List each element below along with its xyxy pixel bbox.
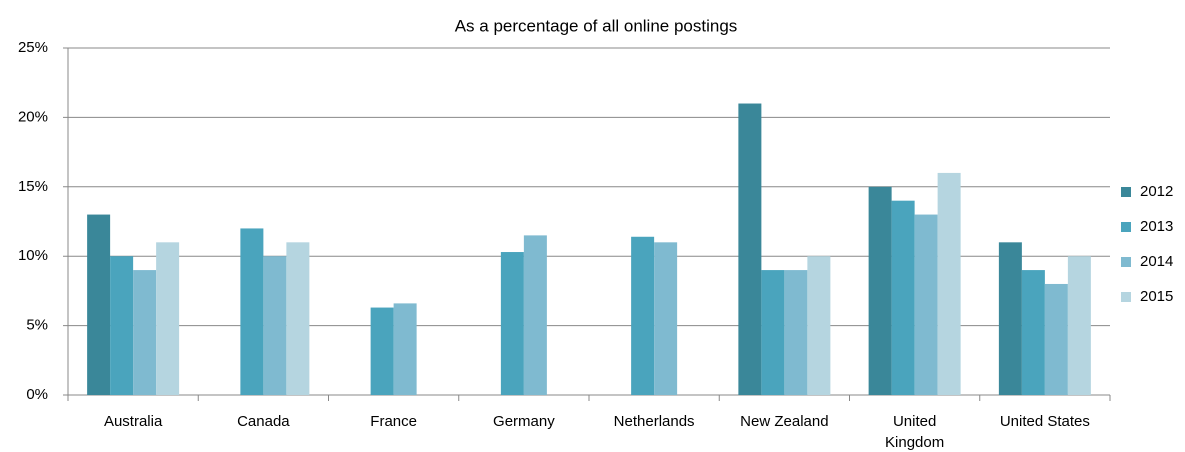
y-tick-label: 20%: [18, 108, 48, 125]
legend-label: 2015: [1140, 288, 1173, 305]
legend-swatch: [1121, 292, 1131, 302]
x-tick-label: United States: [999, 413, 1090, 430]
bar: [891, 200, 915, 395]
y-tick-label: 15%: [18, 178, 48, 195]
bar: [807, 256, 831, 395]
x-tick-label: Netherlands: [613, 413, 695, 430]
bar: [87, 214, 111, 395]
bar: [738, 103, 762, 396]
bar: [240, 228, 264, 395]
legend-swatch: [1121, 257, 1131, 267]
bar: [1067, 256, 1091, 395]
legend-label: 2013: [1140, 218, 1173, 235]
y-tick-label: 10%: [18, 247, 48, 264]
x-tick-label: Australia: [103, 413, 163, 430]
bar: [998, 242, 1022, 395]
bar: [133, 270, 157, 395]
bar: [1044, 283, 1068, 395]
y-tick-label: 5%: [26, 317, 48, 334]
bar: [286, 242, 310, 395]
bar: [937, 172, 961, 395]
legend-swatch: [1121, 222, 1131, 232]
bar: [393, 303, 417, 395]
bar: [156, 242, 180, 395]
bar: [631, 236, 655, 395]
legend-label: 2014: [1140, 253, 1173, 270]
x-tick-label: France: [370, 413, 417, 430]
bar: [784, 270, 808, 395]
bar: [1021, 270, 1045, 395]
bar: [370, 307, 394, 395]
bar: [500, 252, 524, 395]
bar: [761, 270, 785, 395]
y-tick-label: 25%: [18, 39, 48, 56]
chart-title: As a percentage of all online postings: [455, 16, 738, 35]
bar: [868, 186, 892, 395]
x-tick-label: United Kingdom: [885, 413, 945, 451]
legend-label: 2012: [1140, 183, 1173, 200]
y-tick-label: 0%: [26, 386, 48, 403]
bar: [914, 214, 938, 395]
x-tick-label: Canada: [237, 413, 290, 430]
bar: [110, 256, 134, 395]
x-tick-label: New Zealand: [740, 413, 829, 430]
bar: [263, 256, 287, 395]
bar: [654, 242, 678, 395]
x-tick-label: Germany: [493, 413, 555, 430]
bar: [523, 235, 547, 395]
legend-swatch: [1121, 187, 1131, 197]
